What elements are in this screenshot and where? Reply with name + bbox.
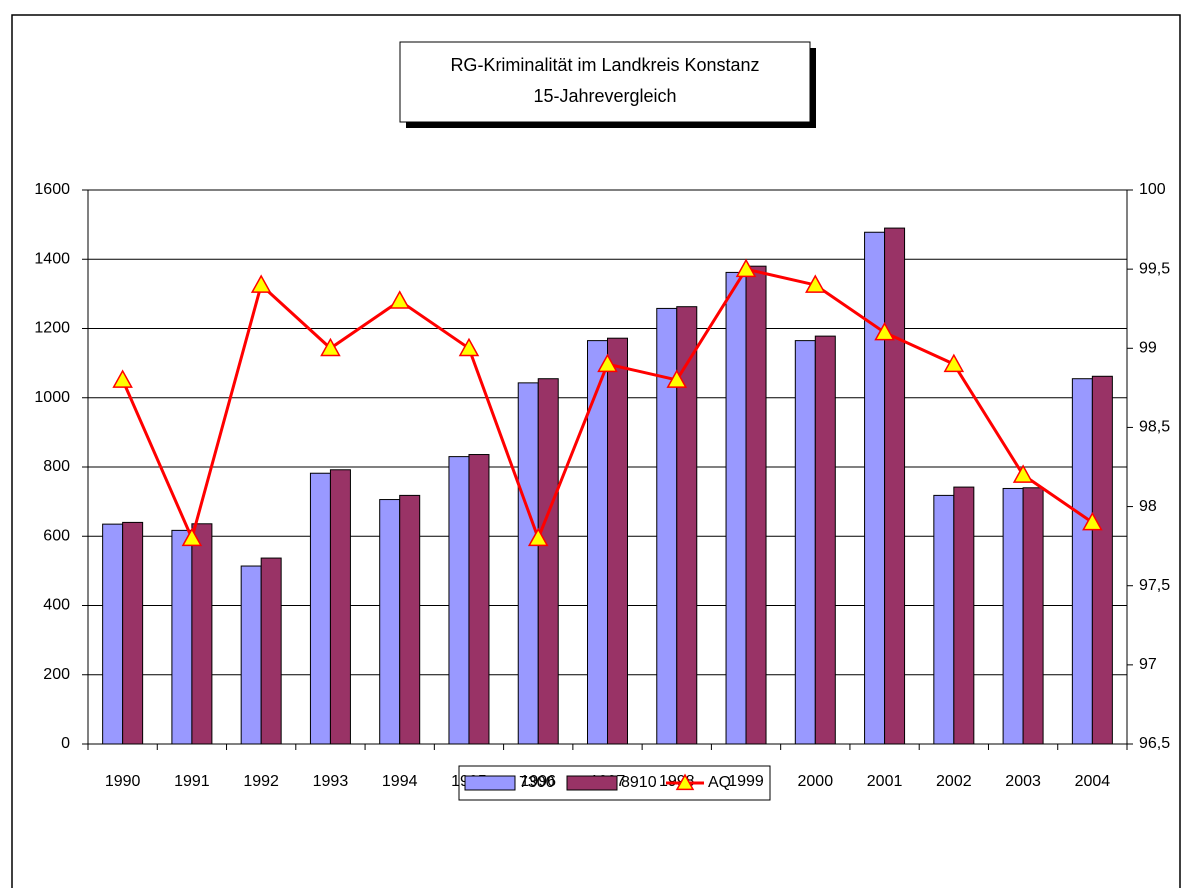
bar — [884, 227, 906, 745]
line-marker — [943, 353, 965, 373]
line-marker — [1012, 464, 1034, 483]
bar — [814, 335, 836, 745]
bar — [379, 499, 401, 745]
bar — [448, 456, 470, 745]
x-tick-label: 1991 — [174, 773, 210, 790]
y-tick-label: 400 — [43, 597, 70, 614]
legend-label: 7300 — [519, 774, 555, 791]
line-marker — [735, 258, 757, 278]
bar — [309, 472, 331, 745]
bar — [171, 529, 193, 745]
bar — [1071, 378, 1093, 745]
y-tick-label: 800 — [43, 458, 70, 475]
y2-tick-label: 97,5 — [1139, 577, 1170, 594]
x-tick-label: 2000 — [798, 773, 834, 790]
bar — [656, 307, 678, 745]
x-tick-label: 2004 — [1075, 773, 1111, 790]
x-tick-label: 1996 — [520, 773, 556, 790]
y-tick-label: 600 — [43, 527, 70, 544]
bar — [607, 337, 628, 745]
bar — [260, 557, 282, 745]
y2-tick-label: 98,5 — [1139, 419, 1170, 436]
chart-title: RG-Kriminalität im Landkreis Konstanz — [450, 55, 759, 75]
line-marker — [181, 527, 203, 547]
line-marker — [112, 369, 133, 388]
y2-tick-label: 96,5 — [1139, 735, 1170, 752]
legend-label: AQ — [708, 774, 731, 791]
line-marker — [389, 290, 410, 309]
x-tick-label: 2002 — [936, 773, 972, 790]
legend-swatch — [464, 775, 516, 791]
bar — [122, 521, 144, 745]
legend-swatch — [566, 775, 618, 791]
y2-tick-label: 99,5 — [1139, 260, 1170, 277]
x-tick-label: 1999 — [728, 773, 764, 790]
legend-marker — [675, 773, 695, 791]
x-tick-label: 2001 — [867, 773, 903, 790]
y-tick-label: 1600 — [34, 181, 70, 198]
line-marker — [874, 321, 895, 341]
bar — [399, 494, 421, 745]
bar — [953, 486, 975, 745]
bar — [240, 565, 262, 745]
bar — [676, 306, 698, 745]
bar — [468, 454, 490, 745]
bar — [329, 469, 351, 745]
y-tick-label: 0 — [61, 735, 70, 752]
y2-tick-label: 97 — [1139, 656, 1157, 673]
x-tick-label: 1990 — [105, 773, 141, 790]
line-marker — [597, 353, 618, 373]
bar — [1002, 487, 1024, 745]
y-tick-label: 200 — [43, 666, 70, 683]
y-tick-label: 1000 — [34, 389, 70, 406]
bar — [745, 265, 767, 745]
x-tick-label: 1992 — [243, 773, 279, 790]
bar — [864, 231, 886, 745]
x-tick-label: 2003 — [1005, 773, 1041, 790]
bar — [1022, 487, 1044, 745]
legend-label: 8910 — [621, 774, 657, 791]
bar — [725, 271, 747, 745]
y-tick-label: 1400 — [34, 250, 70, 267]
bar — [517, 382, 539, 745]
x-tick-label: 1994 — [382, 773, 418, 790]
bar — [794, 340, 816, 745]
bar — [587, 340, 608, 745]
bar — [537, 378, 559, 745]
bar — [1091, 375, 1113, 745]
line-marker — [320, 337, 341, 357]
y2-tick-label: 99 — [1139, 340, 1157, 357]
line-marker — [1082, 511, 1103, 531]
y2-tick-label: 98 — [1139, 498, 1157, 515]
line-marker — [458, 337, 480, 357]
bar — [102, 523, 124, 745]
line-marker — [805, 274, 826, 293]
title-box — [399, 41, 811, 123]
y2-tick-label: 100 — [1139, 181, 1166, 198]
chart-subtitle: 15-Jahrevergleich — [533, 86, 676, 106]
y-tick-label: 1200 — [34, 320, 70, 337]
chart-frame — [11, 14, 1181, 888]
line-marker — [250, 274, 272, 293]
bar — [191, 523, 213, 745]
x-tick-label: 1993 — [313, 773, 349, 790]
line-marker — [666, 369, 688, 388]
bar — [933, 494, 955, 745]
line-marker — [527, 527, 549, 547]
